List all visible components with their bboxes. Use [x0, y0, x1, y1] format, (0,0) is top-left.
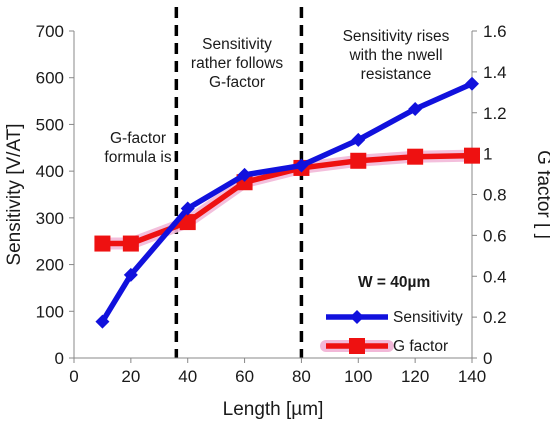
y-right-tick-label: 1 [483, 145, 492, 164]
data-point [179, 214, 196, 231]
legend: Sensitivity G factor [320, 309, 463, 355]
y-left-tick-label: 700 [36, 22, 64, 41]
series-sensitivity [95, 76, 479, 329]
series-group [94, 76, 480, 329]
data-point [123, 267, 138, 282]
vertical-marker-lines [174, 7, 304, 358]
data-point [294, 158, 309, 173]
annotations: Sensitivity rather follows G-factorSensiti… [104, 28, 449, 166]
y-right-tick-label: 0 [483, 349, 492, 368]
series-line [99, 152, 475, 247]
x-tick-label: 40 [178, 367, 197, 386]
annotation-line: with the nwell [348, 47, 442, 64]
legend-label: Sensitivity [393, 309, 463, 326]
y-right-tick-label: 0.4 [483, 267, 507, 286]
y-left-tick-label: 400 [36, 162, 64, 181]
data-point [464, 147, 480, 164]
y-left-tick-label: 100 [36, 302, 64, 321]
data-point [465, 76, 479, 91]
y-right-tick-label: 0.2 [483, 308, 507, 327]
y-left-tick-label: 200 [36, 256, 64, 275]
y-left-tick-label: 600 [36, 69, 64, 88]
x-tick-label: 100 [344, 367, 372, 386]
y-left-tick-label: 0 [55, 349, 64, 368]
legend-marker [350, 310, 364, 324]
x-tick-label: 0 [69, 367, 78, 386]
annotation-line: G-factor [110, 130, 166, 147]
x-axis-ticks: 0 20 40 60 80 100 120 140 [69, 358, 486, 386]
y-axis-left-ticks: 0 100 200 300 400 500 600 700 [36, 22, 74, 368]
data-point [237, 167, 252, 182]
width-label: W = 40µm [358, 274, 430, 291]
x-tick-label: 60 [235, 367, 254, 386]
legend-marker [349, 338, 365, 354]
annotation-line: Sensitivity rises [343, 28, 450, 45]
data-point [95, 314, 110, 329]
annotation-text: Sensitivity rises with the nwell resistanc… [343, 28, 450, 83]
y-axis-right-ticks: 0 0.2 0.4 0.6 0.8 1 1.2 1.4 1.6 [472, 22, 507, 368]
y-axis-right-title: G factor [ ] [533, 150, 550, 239]
data-point [94, 235, 111, 252]
data-point [351, 132, 366, 147]
annotation-line: resistance [361, 66, 432, 83]
y-left-tick-label: 300 [36, 209, 64, 228]
y-right-tick-label: 1.6 [483, 22, 507, 41]
legend-label: G factor [393, 338, 448, 355]
x-tick-label: 140 [458, 367, 486, 386]
y-right-tick-label: 0.8 [483, 186, 507, 205]
annotation-text: G-factor formula is [104, 130, 171, 166]
annotation-line: Sensitivity [202, 36, 272, 53]
x-tick-label: 20 [121, 367, 140, 386]
data-point [122, 235, 139, 252]
annotation-line: formula is [104, 149, 171, 166]
annotation-line: rather follows [191, 55, 283, 72]
x-axis-title: Length [µm] [223, 399, 324, 420]
y-axis-left-title: Sensitivity [V/AT] [4, 123, 25, 265]
legend-item: G factor [320, 338, 448, 355]
annotation-line: G-factor [209, 74, 265, 91]
x-tick-label: 120 [401, 367, 429, 386]
series-line [99, 81, 475, 325]
y-right-tick-label: 1.4 [483, 63, 507, 82]
legend-item: Sensitivity [326, 309, 463, 326]
y-right-tick-label: 0.6 [483, 226, 507, 245]
data-point [408, 102, 423, 117]
data-point [350, 152, 367, 169]
x-tick-label: 80 [292, 367, 311, 386]
y-left-tick-label: 500 [36, 115, 64, 134]
data-point [407, 148, 424, 165]
annotation-text: Sensitivity rather follows G-factor [191, 36, 283, 91]
y-right-tick-label: 1.2 [483, 104, 507, 123]
data-point [180, 201, 195, 216]
